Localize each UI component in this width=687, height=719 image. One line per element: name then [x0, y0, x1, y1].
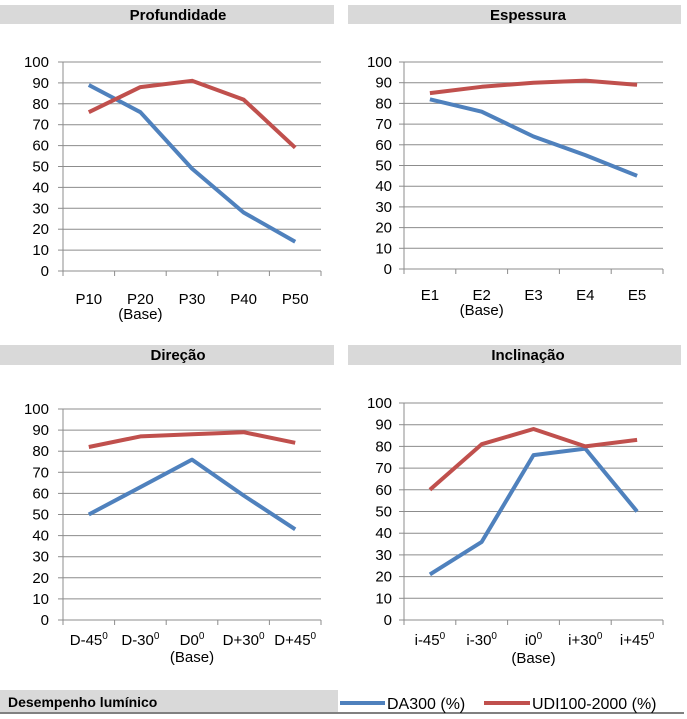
x-tick-label: P30 — [179, 291, 206, 308]
y-tick-label: 70 — [375, 460, 392, 477]
x-tick-label: D-450 — [70, 631, 109, 649]
y-tick-label: 50 — [32, 507, 49, 524]
y-tick-label: 50 — [375, 158, 392, 175]
y-tick-label: 90 — [32, 75, 49, 92]
footer-title: Desempenho lumínico — [8, 694, 157, 710]
y-tick-label: 100 — [367, 54, 392, 71]
y-tick-label: 60 — [375, 482, 392, 499]
y-tick-label: 20 — [375, 569, 392, 586]
y-tick-label: 20 — [32, 570, 49, 587]
x-tick-label: E2 — [473, 287, 491, 304]
y-tick-label: 0 — [384, 612, 392, 629]
y-tick-label: 0 — [41, 612, 49, 629]
x-tick-label: i+450 — [620, 631, 655, 649]
y-tick-label: 0 — [41, 263, 49, 280]
y-tick-label: 40 — [375, 525, 392, 542]
series-line-da300 — [87, 457, 297, 531]
panel-title-bars — [0, 5, 681, 712]
y-tick-label: 70 — [32, 117, 49, 134]
chart-direcao: 0 10 20 30 40 50 60 70 80 90 100 D-450 D-300 D00(Base… — [24, 401, 322, 666]
y-tick-label: 10 — [375, 240, 392, 257]
chart-inclinacao: 0 10 20 30 40 50 60 70 80 90 100 i-450 i-300 i00(Base… — [367, 395, 664, 667]
x-tick-label: i00 — [525, 631, 543, 649]
y-tick-label: 30 — [32, 549, 49, 566]
y-tick-label: 80 — [375, 95, 392, 112]
series-line-udi100-2000 — [428, 427, 638, 492]
y-tick-label: 50 — [375, 504, 392, 521]
x-tick-sublabel: (Base) — [118, 306, 162, 323]
chart-title-espessura: Espessura — [490, 7, 567, 24]
series-line-da300 — [87, 83, 297, 244]
y-tick-label: 70 — [375, 116, 392, 133]
x-tick-label: D-300 — [121, 631, 160, 649]
y-tick-label: 70 — [32, 464, 49, 481]
y-tick-label: 100 — [24, 54, 49, 71]
chart-title-direcao: Direção — [150, 347, 205, 364]
legend-label-da300: DA300 (%) — [387, 696, 465, 713]
x-tick-label: P50 — [282, 291, 309, 308]
series-line-da300 — [429, 97, 638, 178]
x-tick-label: D+300 — [223, 631, 265, 649]
y-tick-label: 10 — [375, 590, 392, 607]
y-tick-label: 60 — [32, 138, 49, 155]
y-tick-label: 20 — [375, 220, 392, 237]
x-tick-sublabel: (Base) — [170, 649, 214, 666]
y-tick-label: 90 — [375, 75, 392, 92]
x-tick-label: E4 — [576, 287, 594, 304]
y-tick-label: 0 — [384, 261, 392, 278]
x-tick-label: E5 — [628, 287, 646, 304]
y-tick-label: 30 — [375, 199, 392, 216]
chart-espessura: 0 10 20 30 40 50 60 70 80 90 100 E1 E2(Base) E3 E4 E5 — [367, 54, 664, 319]
title-bar-direcao — [0, 345, 334, 365]
chart-profundidade: 0 10 20 30 40 50 60 70 80 90 100 P10 P20(Base) P30 P40… — [24, 54, 322, 323]
y-tick-label: 100 — [367, 395, 392, 412]
legend-label-udi: UDI100-2000 (%) — [532, 696, 657, 713]
chart-title-inclinacao: Inclinação — [491, 347, 564, 364]
y-tick-label: 40 — [32, 528, 49, 545]
x-tick-label: E1 — [421, 287, 439, 304]
x-tick-label: P10 — [75, 291, 102, 308]
title-bar-espessura — [348, 5, 681, 24]
y-tick-label: 60 — [375, 137, 392, 154]
x-tick-sublabel: (Base) — [511, 650, 555, 667]
title-bar-inclinacao — [348, 345, 681, 365]
x-tick-label: P40 — [230, 291, 257, 308]
y-tick-label: 100 — [24, 401, 49, 418]
y-tick-label: 30 — [32, 200, 49, 217]
legend: DA300 (%) UDI100-2000 (%) — [340, 696, 657, 713]
title-bar-profundidade — [0, 5, 334, 24]
y-tick-label: 50 — [32, 159, 49, 176]
y-tick-label: 90 — [32, 422, 49, 439]
y-tick-label: 90 — [375, 417, 392, 434]
series-line-udi100-2000 — [88, 430, 296, 449]
x-tick-label: D+450 — [274, 631, 316, 649]
y-tick-label: 80 — [32, 443, 49, 460]
x-tick-label: i+300 — [568, 631, 603, 649]
x-tick-label: E3 — [524, 287, 542, 304]
y-tick-label: 40 — [375, 178, 392, 195]
x-tick-label: P20 — [127, 291, 154, 308]
y-tick-label: 60 — [32, 485, 49, 502]
footer-bar — [0, 690, 338, 712]
y-tick-label: 30 — [375, 547, 392, 564]
x-tick-label: i-450 — [415, 631, 446, 649]
y-tick-label: 40 — [32, 179, 49, 196]
y-tick-label: 80 — [32, 96, 49, 113]
series-line-udi100-2000 — [429, 78, 638, 96]
y-tick-label: 10 — [32, 591, 49, 608]
series-line-udi100-2000 — [87, 78, 297, 150]
y-tick-label: 20 — [32, 221, 49, 238]
x-tick-label: i-300 — [466, 631, 497, 649]
y-tick-label: 80 — [375, 438, 392, 455]
series-line-da300 — [428, 446, 639, 577]
x-tick-sublabel: (Base) — [460, 302, 504, 319]
chart-title-profundidade: Profundidade — [130, 7, 227, 24]
x-tick-label: D00 — [180, 631, 205, 649]
y-tick-label: 10 — [32, 242, 49, 259]
